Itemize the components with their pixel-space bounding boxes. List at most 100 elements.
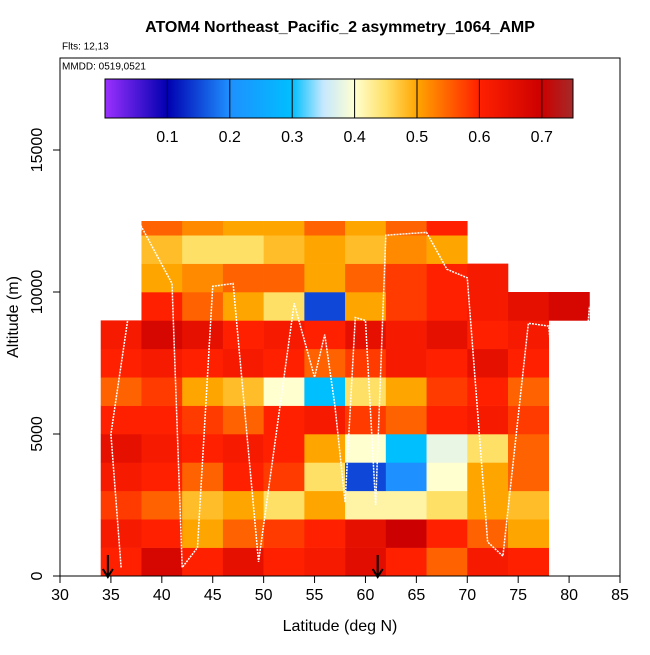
heat-cell [385,221,427,236]
heat-cell [222,462,264,492]
heat-cell [426,405,468,435]
colorbar-tick-label: 0.4 [343,129,365,146]
heat-cell [222,221,264,236]
heat-cell [345,547,387,577]
x-tick-label: 45 [204,587,222,604]
heat-cell [222,490,264,520]
heat-cell [263,263,305,293]
annotation: MMDD: 0519,0521 [62,62,146,73]
heat-cell [182,320,224,350]
heat-cell [385,320,427,350]
heat-cell [141,405,183,435]
heat-cell [385,462,427,492]
heat-cell [385,377,427,406]
heat-cell [426,434,468,463]
heat-cell [222,547,264,577]
heat-cell [385,292,427,321]
x-tick-label: 35 [102,587,120,604]
heat-cell [345,235,387,264]
x-axis-label: Latitude (deg N) [283,618,398,635]
arrow [102,555,114,579]
heat-cell [508,377,550,406]
heat-cell [182,462,224,492]
heat-cell [222,405,264,435]
heat-cell [182,547,224,577]
heat-cell [426,348,468,378]
arrow [371,555,384,579]
heat-cell [508,462,550,492]
heat-cell [426,320,468,350]
x-tick-label: 30 [51,587,69,604]
x-tick-label: 60 [357,587,375,604]
heat-cell [182,377,224,406]
heat-cell [304,263,346,293]
heat-cell [508,434,550,463]
heat-cell [426,490,468,520]
heat-cell [141,292,183,321]
x-tick-label: 85 [611,587,629,604]
heat-cell [345,348,387,378]
heat-cell [141,221,183,236]
heat-cell [100,519,142,548]
heat-cell [426,292,468,321]
heat-cell [467,405,509,435]
heat-cell [426,221,468,236]
heat-cell [467,263,509,293]
heat-cell [385,263,427,293]
colorbar-tick-label: 0.2 [219,129,241,146]
heat-cell [426,462,468,492]
heat-cell [385,235,427,264]
heat-cell [141,519,183,548]
heat-cell [182,348,224,378]
heat-cell [385,348,427,378]
heat-cell [345,292,387,321]
heat-cell [263,490,305,520]
heat-cell [263,547,305,577]
heat-cell [141,434,183,463]
heat-cell [263,221,305,236]
plot-frame [59,57,621,577]
heat-cell [263,462,305,492]
y-tick-label: 5000 [29,416,46,452]
heat-cell [182,405,224,435]
heat-cell [304,547,346,577]
heat-cell [426,547,468,577]
heat-cell [222,235,264,264]
heat-cell [426,377,468,406]
y-tick-label: 15000 [29,128,46,173]
x-tick-label: 80 [560,587,578,604]
heat-cell [345,221,387,236]
heat-cell [345,462,387,492]
heat-cell [304,221,346,236]
heat-cell [263,292,305,321]
chart-title: ATOM4 Northeast_Pacific_2 asymmetry_1064… [145,19,535,36]
heat-cell [508,348,550,378]
heat-cell [263,434,305,463]
heat-cell [467,462,509,492]
heat-cell [263,405,305,435]
colorbar-tick-label: 0.3 [281,129,303,146]
heat-cell [304,348,346,378]
heat-cell [100,377,142,406]
heat-cell [304,377,346,406]
heat-cell [385,490,427,520]
heat-cell [345,490,387,520]
subtitle: Flts: 12,13 [62,42,109,53]
heat-cell [467,320,509,350]
heat-cell [222,292,264,321]
heat-cell [508,490,550,520]
heat-cell [467,519,509,548]
heat-cell [141,490,183,520]
heat-cell [345,519,387,548]
x-tick-label: 55 [306,587,324,604]
heat-cell [182,292,224,321]
heat-cell [304,462,346,492]
x-tick-label: 65 [407,587,425,604]
x-tick-label: 75 [509,587,527,604]
colorbar-tick-label: 0.7 [531,129,553,146]
heat-cell [304,519,346,548]
heat-cell [100,405,142,435]
heat-cell [304,235,346,264]
heat-cell [182,490,224,520]
heat-cell [508,519,550,548]
